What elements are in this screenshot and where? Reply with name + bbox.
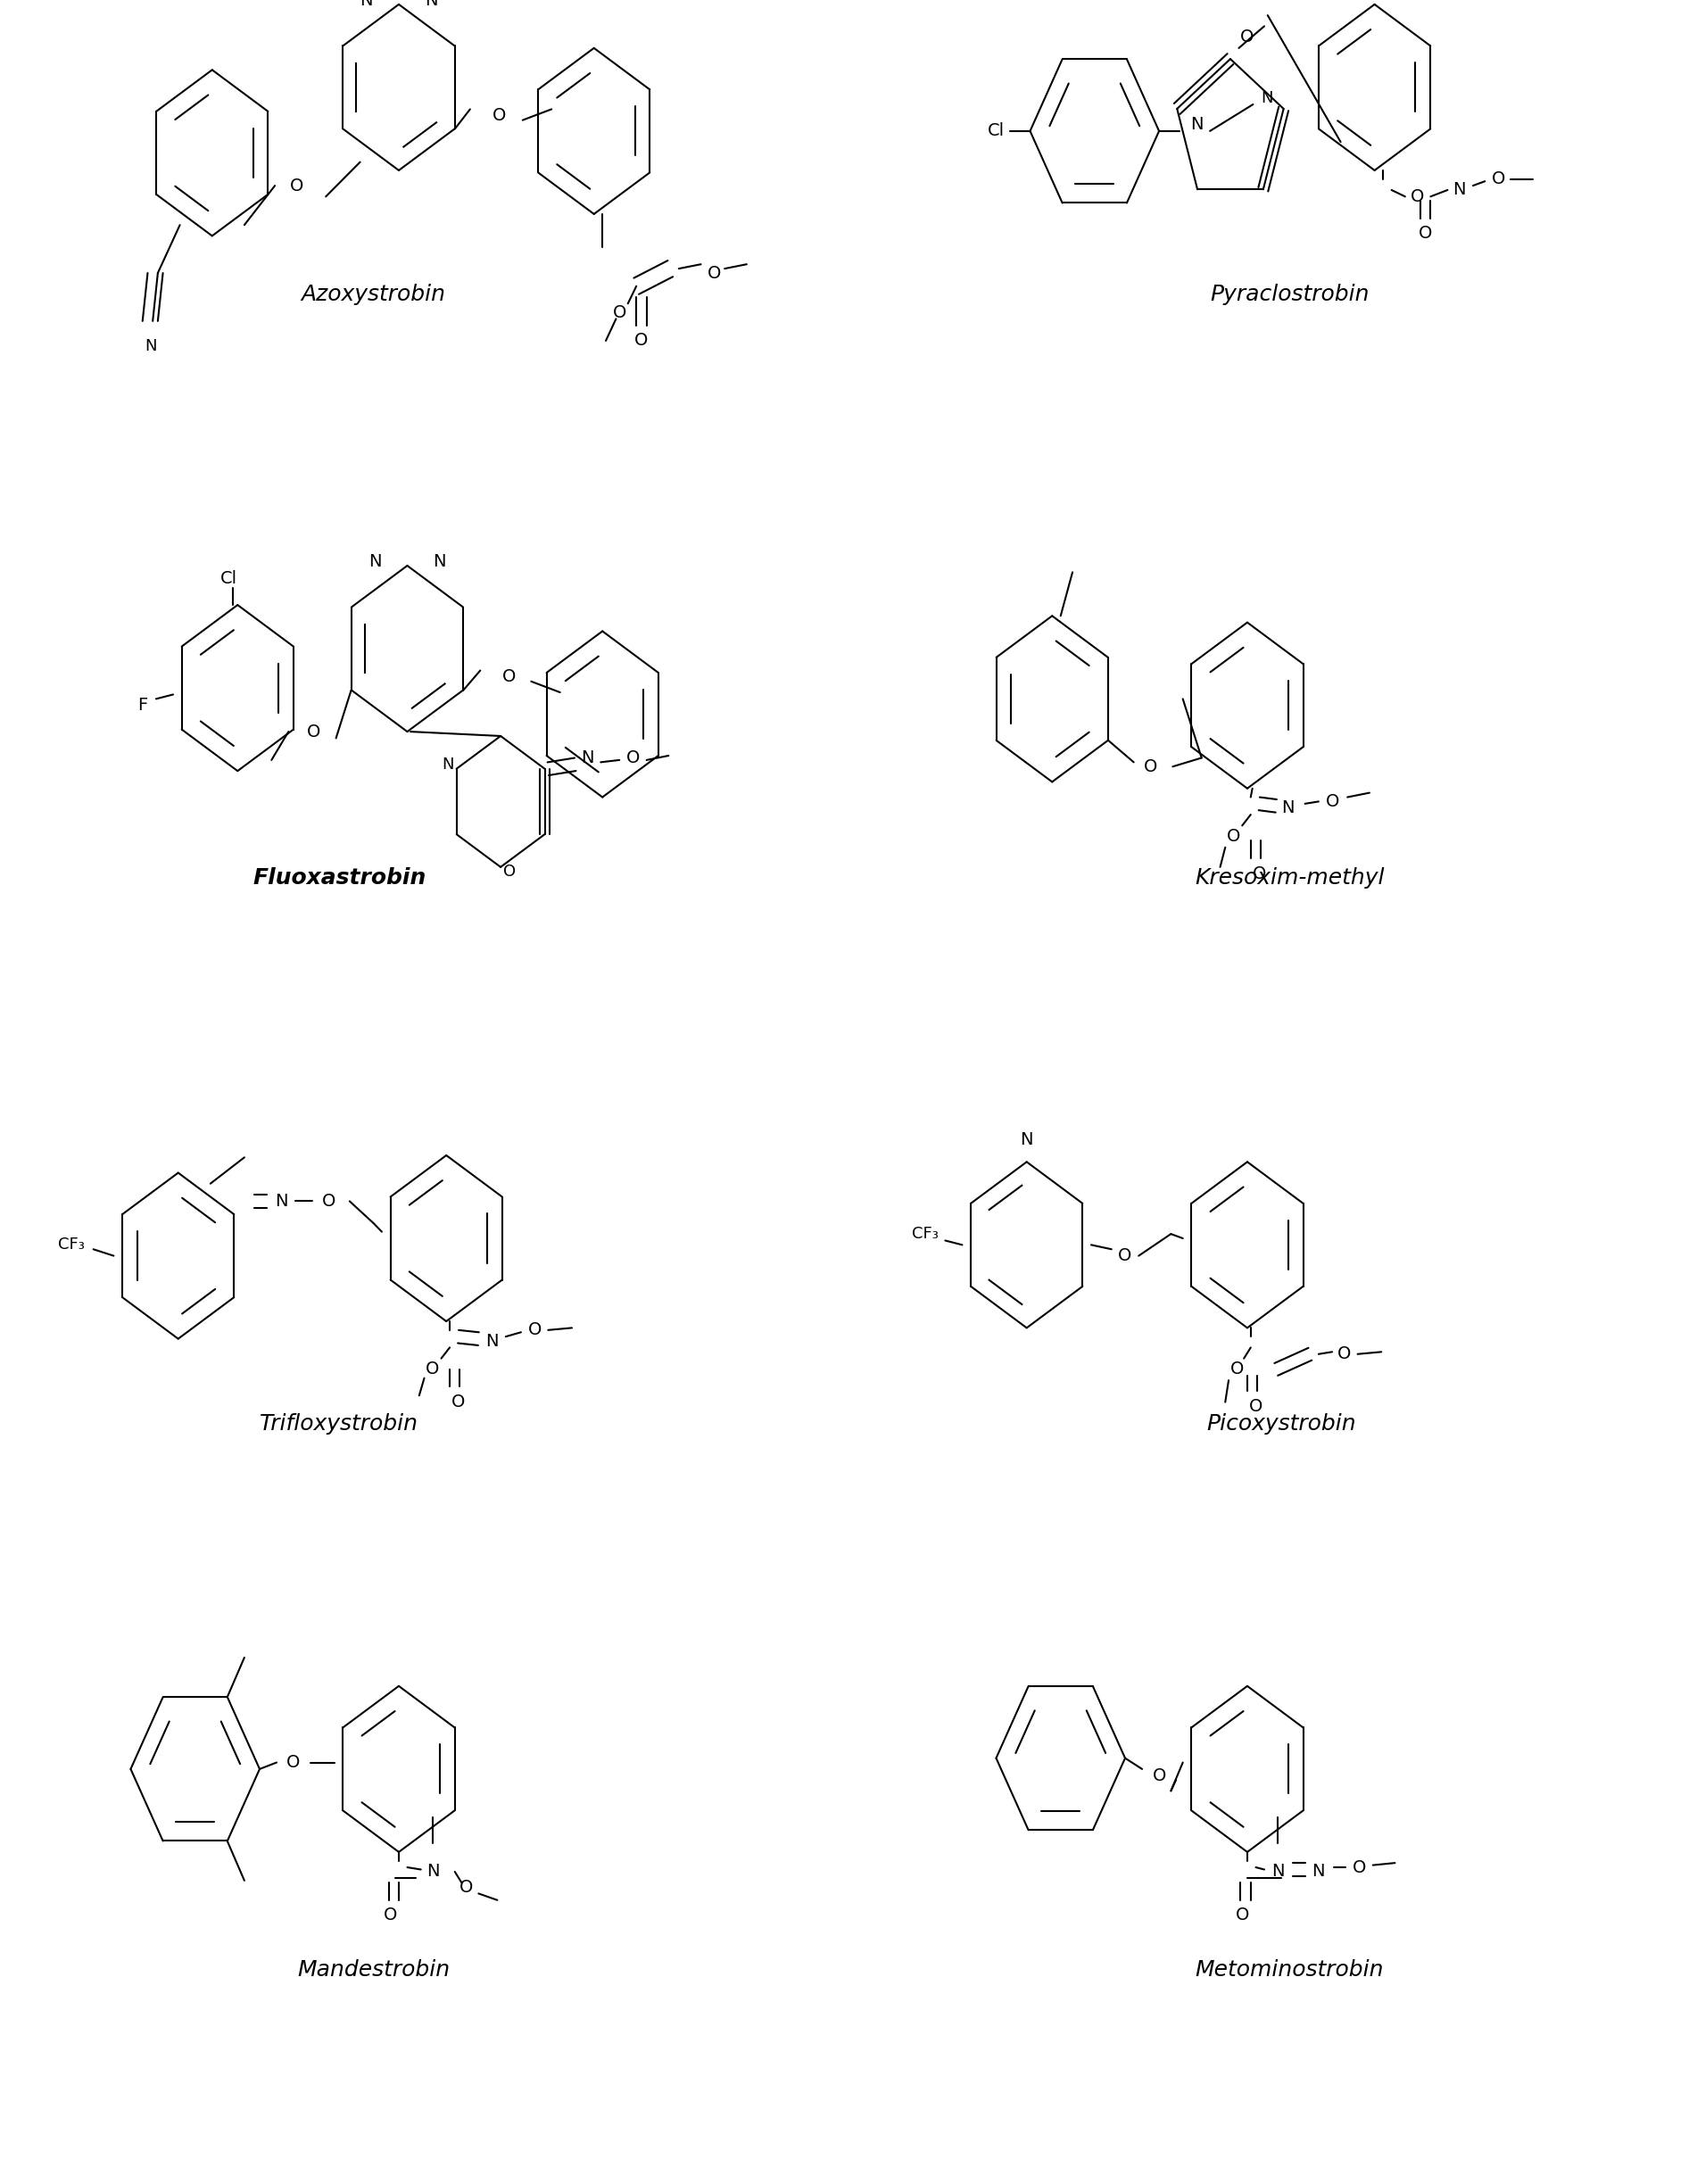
Text: CF₃: CF₃ xyxy=(58,1236,85,1254)
Text: CF₃: CF₃ xyxy=(911,1225,938,1243)
Text: N: N xyxy=(275,1192,288,1210)
Text: Pyraclostrobin: Pyraclostrobin xyxy=(1210,284,1369,306)
Text: O: O xyxy=(1144,758,1157,775)
Text: O: O xyxy=(626,749,640,767)
Text: O: O xyxy=(1241,28,1254,46)
Text: Kresoxim-methyl: Kresoxim-methyl xyxy=(1195,867,1385,889)
Text: N: N xyxy=(1312,1863,1325,1880)
Text: O: O xyxy=(1118,1247,1132,1265)
Text: O: O xyxy=(528,1321,541,1339)
Text: Mandestrobin: Mandestrobin xyxy=(297,1959,450,1981)
Text: O: O xyxy=(613,304,626,321)
Text: F: F xyxy=(137,697,148,714)
Text: O: O xyxy=(451,1393,465,1411)
Text: N: N xyxy=(424,0,438,9)
Text: O: O xyxy=(1152,1767,1166,1784)
Text: Azoxystrobin: Azoxystrobin xyxy=(300,284,446,306)
Text: O: O xyxy=(635,332,648,349)
Text: O: O xyxy=(502,863,516,880)
Text: N: N xyxy=(580,749,594,767)
Text: O: O xyxy=(1353,1859,1366,1876)
Text: N: N xyxy=(144,339,158,354)
Text: O: O xyxy=(1235,1907,1249,1924)
Text: N: N xyxy=(426,1863,440,1880)
Text: Trifloxystrobin: Trifloxystrobin xyxy=(260,1413,419,1435)
Text: N: N xyxy=(360,0,373,9)
Text: Fluoxastrobin: Fluoxastrobin xyxy=(253,867,426,889)
Text: N: N xyxy=(485,1332,499,1350)
Text: O: O xyxy=(426,1361,440,1378)
Text: Metominostrobin: Metominostrobin xyxy=(1195,1959,1385,1981)
Text: O: O xyxy=(287,1754,300,1771)
Text: O: O xyxy=(1230,1361,1244,1378)
Text: O: O xyxy=(502,668,516,686)
Text: Cl: Cl xyxy=(221,570,238,587)
Text: N: N xyxy=(1020,1131,1033,1149)
Text: N: N xyxy=(433,553,446,570)
Text: O: O xyxy=(460,1878,473,1896)
Text: O: O xyxy=(1492,170,1505,188)
Text: O: O xyxy=(1410,188,1424,205)
Text: O: O xyxy=(1249,1398,1263,1415)
Text: Picoxystrobin: Picoxystrobin xyxy=(1207,1413,1356,1435)
Text: O: O xyxy=(322,1192,336,1210)
Text: O: O xyxy=(384,1907,397,1924)
Text: O: O xyxy=(492,107,506,124)
Text: N: N xyxy=(1261,90,1273,105)
Text: O: O xyxy=(1252,865,1266,882)
Text: O: O xyxy=(290,177,304,194)
Text: Cl: Cl xyxy=(988,122,1005,140)
Text: O: O xyxy=(708,264,721,282)
Text: O: O xyxy=(1337,1345,1351,1363)
Text: N: N xyxy=(1281,799,1295,817)
Text: O: O xyxy=(1419,225,1432,242)
Text: O: O xyxy=(307,723,321,740)
Text: O: O xyxy=(1325,793,1339,810)
Text: O: O xyxy=(1227,828,1241,845)
Text: N: N xyxy=(368,553,382,570)
Text: N: N xyxy=(441,756,455,773)
Text: N: N xyxy=(1453,181,1466,199)
Text: N: N xyxy=(1271,1863,1285,1880)
Text: N: N xyxy=(1190,116,1203,133)
